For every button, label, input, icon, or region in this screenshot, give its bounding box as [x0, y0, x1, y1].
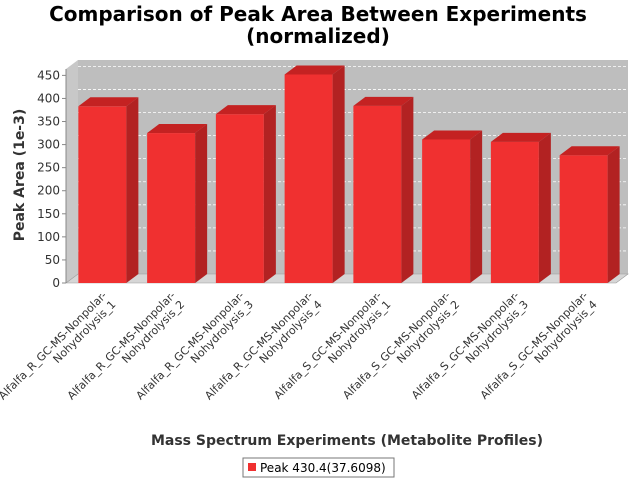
bar-front: [215, 114, 264, 284]
bar: [215, 105, 276, 284]
x-axis-categories: Alfalfa_R_GC-MS-Nonpolar-Nohydrolysis_1A…: [0, 289, 600, 402]
bar-side: [607, 146, 620, 283]
bar-front: [490, 141, 539, 283]
bar-side: [470, 130, 483, 283]
y-tick-label: 150: [37, 207, 60, 221]
x-axis-title: Mass Spectrum Experiments (Metabolite Pr…: [151, 433, 543, 449]
bar-front: [78, 106, 127, 283]
bar-side: [126, 97, 139, 283]
y-axis-ticks: 0 50 100 150 200 250 300 350 400 450: [37, 68, 66, 290]
bar-front: [559, 155, 608, 283]
legend-label: Peak 430.4(37.6098): [260, 461, 386, 475]
bar: [422, 130, 483, 283]
legend-box: [242, 457, 395, 478]
x-tick-label: Alfalfa_R_GC-MS-Nonpolar-: [65, 289, 178, 402]
bar-top: [353, 96, 414, 106]
bar: [490, 132, 551, 283]
y-axis-title: Peak Area (1e-3): [12, 109, 28, 242]
x-tick-label: Alfalfa_R_GC-MS-Nonpolar-: [202, 289, 315, 402]
bar-top: [78, 97, 139, 107]
x-tick-label: Alfalfa_R_GC-MS-Nonpolar-: [0, 289, 110, 402]
x-tick-label: Alfalfa_R_GC-MS-Nonpolar-: [134, 289, 247, 402]
bar-top: [284, 65, 345, 75]
y-tick-label: 350: [37, 115, 60, 129]
plot-left-wall: [66, 60, 78, 283]
chart-title: Comparison of Peak Area Between Experime…: [49, 2, 587, 26]
bar-top: [559, 146, 620, 156]
bar: [284, 65, 345, 283]
legend: Peak 430.4(37.6098): [242, 457, 395, 478]
y-tick-label: 400: [37, 91, 60, 105]
bar-side: [195, 124, 208, 283]
bar-front: [284, 74, 333, 283]
bar-top: [422, 130, 483, 140]
bar-top: [215, 105, 276, 115]
y-tick-label: 100: [37, 230, 60, 244]
bar-top: [147, 124, 208, 134]
bar: [78, 97, 139, 283]
bar-top: [490, 132, 551, 142]
y-tick-label: 450: [37, 68, 60, 82]
bar-group: [78, 65, 620, 284]
bar: [559, 146, 620, 283]
bar-front: [422, 139, 471, 283]
y-tick-label: 250: [37, 161, 60, 175]
bar-side: [332, 65, 345, 283]
bar-side: [538, 132, 551, 283]
legend-swatch: [248, 463, 256, 471]
y-tick-label: 300: [37, 138, 60, 152]
bar-side: [401, 96, 414, 284]
y-tick-label: 50: [45, 253, 60, 267]
bar-front: [353, 105, 402, 284]
y-tick-label: 200: [37, 184, 60, 198]
bar: [353, 96, 414, 284]
bar-side: [263, 105, 276, 284]
bar-front: [147, 133, 196, 283]
bar: [147, 124, 208, 283]
chart-subtitle: (normalized): [246, 24, 390, 48]
y-tick-label: 0: [52, 276, 60, 290]
